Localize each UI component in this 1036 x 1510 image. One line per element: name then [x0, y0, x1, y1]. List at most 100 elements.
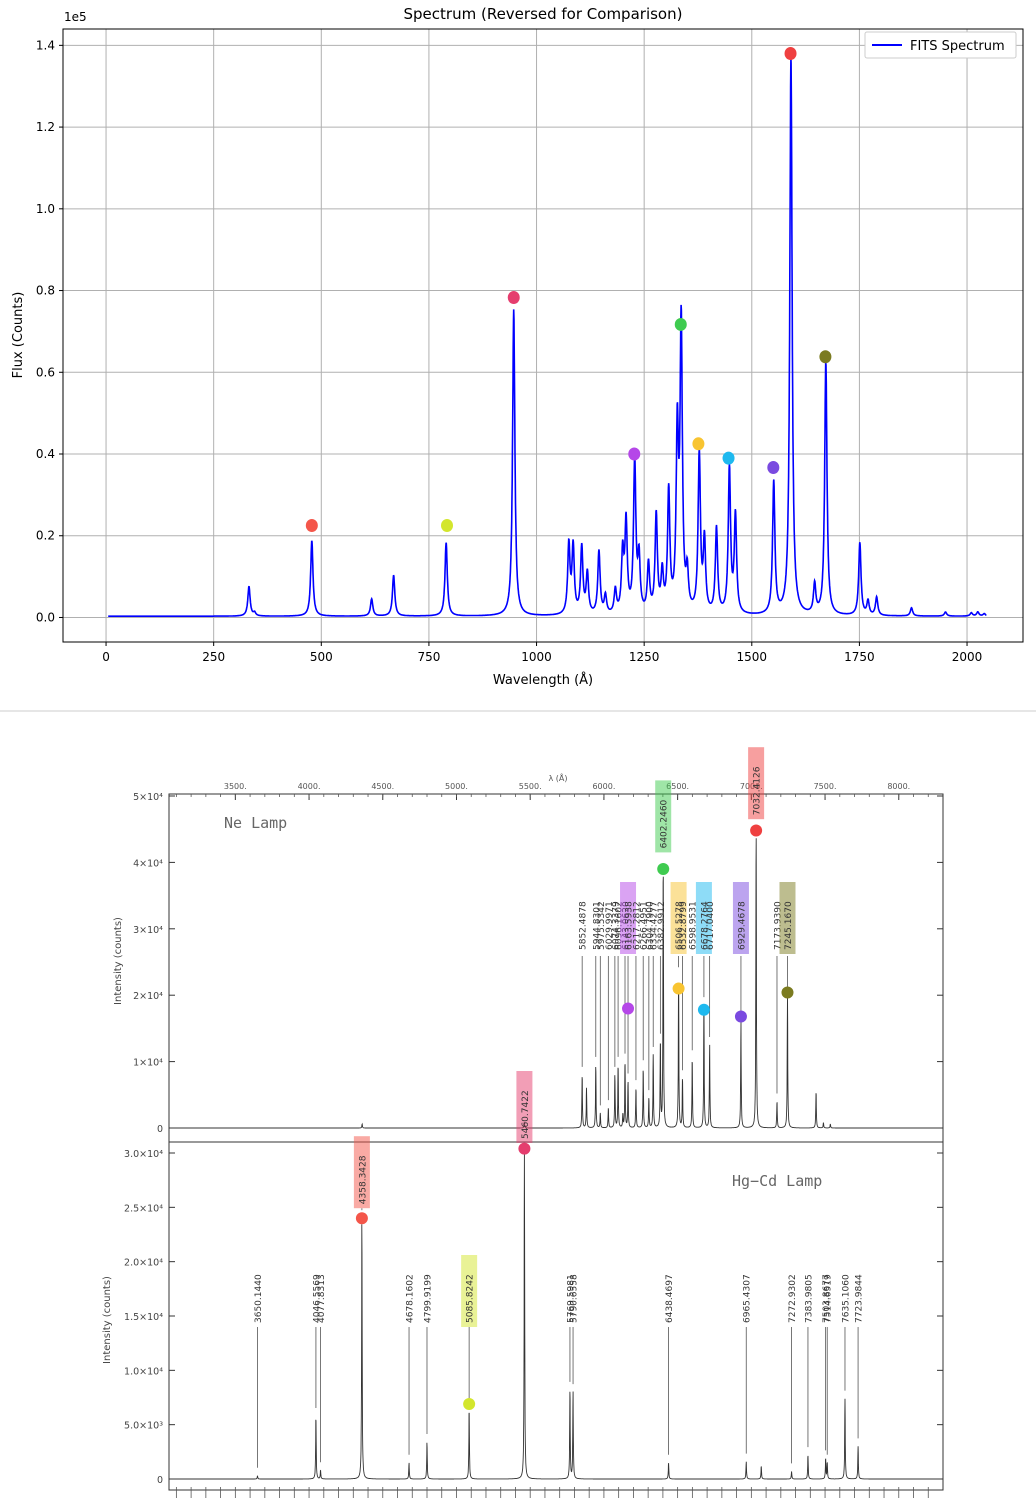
- line-id-label: 5769.5981: [566, 1274, 576, 1323]
- line-id-highlight: [732, 882, 749, 954]
- x-tick-label: 1750: [844, 650, 875, 664]
- top-spectrum-figure: Spectrum (Reversed for Comparison) 1e5 0…: [0, 0, 1036, 700]
- line-id-label: 6217.2812: [632, 901, 642, 950]
- line-id-label: 7503.8677: [822, 1274, 832, 1323]
- line-id-label: 6532.8799: [679, 901, 689, 950]
- peak-marker: [722, 451, 735, 465]
- line-id-label: 6438.4697: [665, 1274, 675, 1323]
- line-id-label: 4046.5569: [312, 1274, 322, 1323]
- peak-marker: [305, 519, 318, 533]
- line-id-label: 7514.6519: [824, 1274, 834, 1323]
- line-id-label: 4799.9199: [423, 1274, 433, 1323]
- hg-lamp-label: Hg−Cd Lamp: [732, 1172, 822, 1190]
- hg-y-tick-label: 1.0×10⁴: [124, 1366, 163, 1377]
- lamp-reference-chart: 3500.4000.4500.5000.5500.6000.6500.7000.…: [102, 747, 944, 1498]
- lambda-tick-label: 8000.: [887, 782, 910, 791]
- line-id-label: 4358.3428: [358, 1155, 368, 1204]
- hg-peak-marker: [463, 1398, 476, 1411]
- y-tick-label: 1.2: [36, 120, 55, 134]
- top-spectrum-chart: Spectrum (Reversed for Comparison) 1e5 0…: [11, 5, 1024, 688]
- line-id-label: 6598.9531: [689, 901, 699, 950]
- peak-marker: [441, 519, 453, 533]
- lamp-content: 5852.4878 5944.83015975.53426029.99716074…: [173, 747, 939, 1480]
- line-id-label: 4678.1602: [406, 1274, 416, 1323]
- top-chart-title: Spectrum (Reversed for Comparison): [404, 5, 683, 23]
- top-axes: 0 250 500 750 1000 1250 1500 1750 2000 0.0 0.2 0.4 0…: [36, 28, 1024, 664]
- line-id-label: 5852.4878: [579, 901, 589, 950]
- y-tick-label: 0.0: [36, 610, 55, 624]
- top-plot-frame: [62, 28, 1024, 643]
- peak-marker: [628, 447, 641, 461]
- lambda-tick-label: 4500.: [371, 782, 394, 791]
- line-id-label: 6266.4951: [640, 901, 650, 950]
- hg-y-tick-label: 5.0×10³: [124, 1421, 163, 1432]
- line-id-label: 7245.1670: [784, 901, 794, 950]
- hg-y-tick-label: 2.0×10⁴: [124, 1258, 163, 1269]
- y-tick-label: 0.4: [36, 447, 55, 461]
- ne-peak-marker: [750, 824, 763, 837]
- x-tick-label: 2000: [952, 650, 983, 664]
- hg-y-axis-label: Intensity (counts): [102, 1276, 113, 1364]
- line-id-label: 6506.5278: [675, 901, 685, 950]
- fits-spectrum-line: [108, 56, 987, 618]
- line-id-label: 6402.2460: [660, 799, 670, 848]
- x-tick-label: 1250: [629, 650, 660, 664]
- peak-marker: [692, 437, 705, 451]
- line-id-label: 6929.4678: [737, 901, 747, 950]
- x-tick-label: 750: [417, 650, 440, 664]
- peak-marker: [767, 460, 780, 474]
- line-id-label: 3650.1440: [254, 1274, 264, 1323]
- hg-lamp-spectrum: [173, 1153, 939, 1480]
- ne-y-tick-label: 2×10⁴: [133, 991, 163, 1002]
- ne-lamp-label: Ne Lamp: [224, 814, 287, 832]
- line-id-label: 6029.9971: [605, 901, 615, 950]
- hg-peak-marker: [518, 1142, 531, 1155]
- ne-y-tick-label: 1×10⁴: [133, 1058, 163, 1069]
- line-id-label: 6074.3379: [611, 901, 621, 950]
- line-id-highlight: [620, 882, 637, 954]
- line-id-label: 7272.9302: [788, 1274, 798, 1323]
- lambda-tick-label: 7500.: [814, 782, 837, 791]
- line-id-highlight: [461, 1255, 478, 1327]
- peak-marker: [507, 290, 520, 304]
- x-tick-label: 1500: [737, 650, 768, 664]
- ne-y-tick-label: 4×10⁴: [133, 858, 163, 869]
- y-tick-label: 0.6: [36, 365, 55, 379]
- line-id-label: 6096.1602: [615, 901, 625, 950]
- top-line-layer: [108, 56, 987, 618]
- line-id-label: 6304.7900: [645, 901, 655, 950]
- line-id-label: 7173.9390: [773, 901, 783, 950]
- y-multiplier: 1e5: [64, 10, 87, 24]
- peak-marker: [819, 350, 832, 364]
- legend-box: [864, 31, 1017, 59]
- legend-label: FITS Spectrum: [910, 39, 1005, 54]
- ne-y-tick-label: 5×10⁴: [133, 792, 163, 803]
- ne-peak-marker: [622, 1002, 635, 1015]
- line-id-label: 7032.4126: [753, 766, 763, 815]
- ne-y-axis-label: Intensity (counts): [113, 917, 124, 1005]
- peak-marker: [674, 317, 687, 331]
- lambda-tick-label: 6500.: [666, 782, 689, 791]
- line-id-label: 5460.7422: [521, 1090, 531, 1139]
- x-tick-label: 500: [310, 650, 333, 664]
- lambda-axis-title: λ (Å): [549, 772, 568, 783]
- top-x-axis-label: Wavelength (Å): [493, 672, 593, 688]
- lamp-frame: 3500.4000.4500.5000.5500.6000.6500.7000.…: [124, 782, 944, 1498]
- y-tick-label: 0.8: [36, 284, 55, 298]
- line-id-highlight: [655, 780, 672, 853]
- ne-y-tick-label: 3×10⁴: [133, 925, 163, 936]
- hg-y-tick-label: 2.5×10⁴: [124, 1203, 163, 1214]
- y-tick-label: 1.4: [36, 38, 55, 52]
- line-id-label: 5975.5342: [597, 901, 607, 950]
- line-id-highlight: [353, 1136, 370, 1209]
- line-id-label: 5944.8301: [592, 901, 602, 950]
- hg-peak-marker: [355, 1212, 368, 1225]
- line-id-label: 6965.4307: [743, 1274, 753, 1323]
- y-tick-label: 0.2: [36, 529, 55, 543]
- hg-y-tick-label: 3.0×10⁴: [124, 1149, 163, 1160]
- ne-lamp-spectrum: [173, 838, 939, 1129]
- line-id-label: 6678.2764: [700, 901, 710, 950]
- line-id-label: 6717.0400: [706, 901, 716, 950]
- hg-y-tick-label: 0: [157, 1475, 163, 1486]
- hg-y-tick-label: 1.5×10⁴: [124, 1312, 163, 1323]
